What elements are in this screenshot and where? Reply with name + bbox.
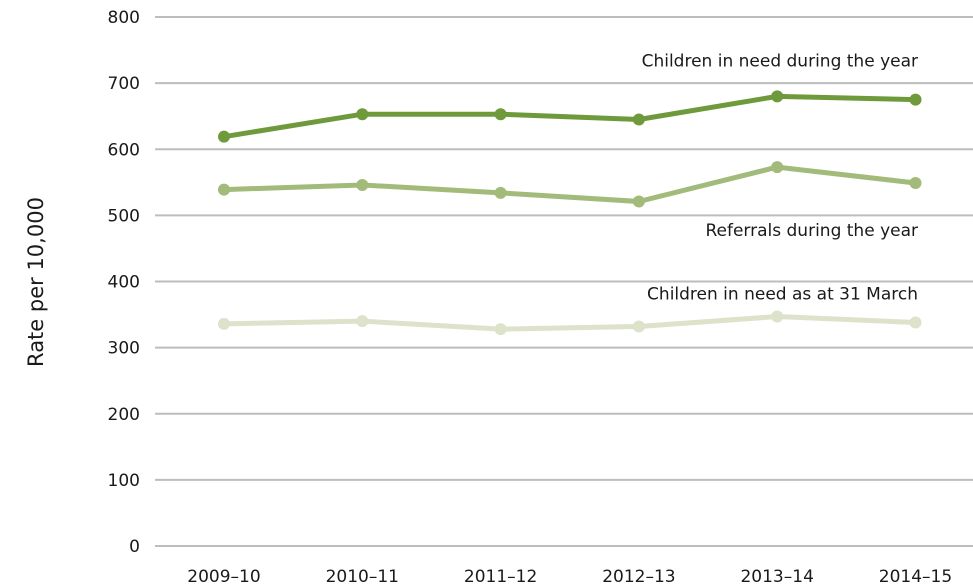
x-tick-label: 2010–11 xyxy=(326,567,399,587)
y-tick-label: 600 xyxy=(108,140,140,160)
x-tick-label: 2012–13 xyxy=(602,567,675,587)
y-tick-label: 300 xyxy=(108,339,140,359)
data-point xyxy=(632,113,645,126)
data-point xyxy=(909,316,922,329)
series-labels: Children in need during the year Referral… xyxy=(642,52,918,305)
x-tick-label: 2014–15 xyxy=(879,567,952,587)
data-point xyxy=(771,310,784,323)
series-line xyxy=(221,314,918,332)
gridlines xyxy=(155,16,973,547)
x-axis-tick-labels: 2009–10 2010–11 2011–12 2012–13 2013–14 2014–… xyxy=(187,567,952,587)
x-tick-label: 2013–14 xyxy=(740,567,813,587)
series-1 xyxy=(218,90,922,143)
data-point xyxy=(356,178,369,191)
y-tick-label: 500 xyxy=(108,206,140,226)
y-tick-label: 400 xyxy=(108,273,140,293)
y-tick-label: 700 xyxy=(108,74,140,94)
data-point xyxy=(218,130,230,143)
series-label: Children in need during the year xyxy=(642,52,918,72)
data-point xyxy=(632,195,645,208)
y-tick-label: 100 xyxy=(108,471,140,491)
data-point xyxy=(494,323,507,336)
series-line xyxy=(221,93,918,140)
series-label: Referrals during the year xyxy=(705,221,918,241)
data-point xyxy=(356,315,369,328)
data-point xyxy=(356,108,369,121)
data-point xyxy=(218,317,230,330)
y-axis-title: Rate per 10,000 xyxy=(24,197,48,367)
data-point xyxy=(771,161,784,174)
series-label: Children in need as at 31 March xyxy=(647,284,918,304)
series-layer xyxy=(218,90,922,336)
x-tick-label: 2011–12 xyxy=(464,567,537,587)
data-point xyxy=(494,186,507,199)
y-tick-label: 200 xyxy=(108,405,140,425)
x-tick-label: 2009–10 xyxy=(187,567,260,587)
data-point xyxy=(494,108,507,121)
series-3 xyxy=(218,310,922,336)
data-point xyxy=(632,320,645,333)
y-tick-label: 0 xyxy=(129,537,140,557)
series-2 xyxy=(218,161,922,208)
y-axis-tick-labels: 0 100 200 300 400 500 600 700 800 xyxy=(108,8,140,557)
data-point xyxy=(909,93,922,106)
series-line xyxy=(221,164,918,204)
data-point xyxy=(218,183,230,196)
data-point xyxy=(909,176,922,189)
data-point xyxy=(771,90,784,103)
y-tick-label: 800 xyxy=(108,8,140,28)
